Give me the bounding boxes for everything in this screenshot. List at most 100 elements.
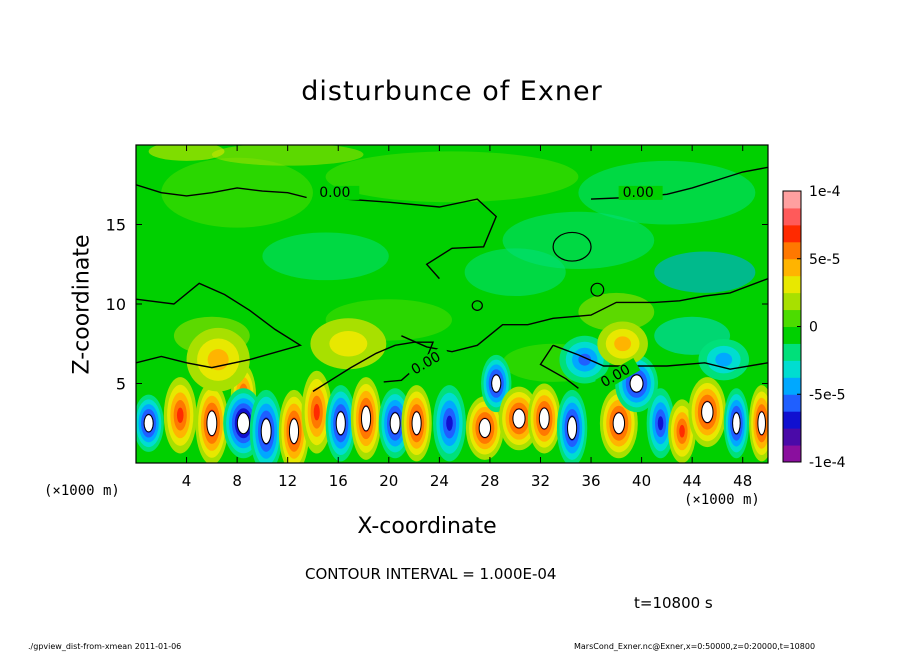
colorbar-swatch [783,309,801,327]
x-unit-label-right: (×1000 m) [684,492,760,508]
y-tick-label: 15 [106,216,126,235]
out-of-range-cell [538,407,550,430]
colorbar-swatch [783,411,801,429]
perturbation-cell-band [679,424,685,438]
out-of-range-cell [732,412,741,435]
perturbation-cell-band [176,407,184,423]
chart-title: disturbunce of Exner [301,76,603,107]
x-tick-label: 44 [683,472,702,490]
out-of-range-cell [389,412,401,435]
out-of-range-cell [260,418,272,445]
colorbar-swatch [783,428,801,446]
x-tick-label: 48 [733,472,752,490]
out-of-range-cell [236,412,251,435]
colorbar-tick-label: -1e-4 [809,455,846,471]
contour-label-bg [405,345,451,380]
out-of-range-cell [411,411,422,436]
x-tick-label: 36 [581,472,600,490]
out-of-range-cell [478,417,492,439]
perturbation-cell-band [329,331,368,357]
contour-line [552,231,592,262]
x-tick-label: 24 [430,472,449,490]
contour-label: 0.00 [319,185,350,201]
x-tick-label: 28 [480,472,499,490]
footer-right: MarsCond_Exner.nc@Exner,x=0:50000,z=0:20… [574,642,816,651]
colorbar: 1e-4 5e-5 0 -5e-5 -1e-4 [782,184,846,471]
x-axis-label: X-coordinate [357,514,497,539]
colorbar-swatch [783,258,801,277]
field-texture-blob [325,151,579,203]
field-texture-blob [161,157,313,228]
y-axis: 5 10 15 [106,216,768,394]
contour-line [590,282,605,297]
contour-labels: 0.00 0.000.00 0.00 [315,185,663,393]
out-of-range-cell [491,374,502,393]
perturbation-cell-band [446,415,453,431]
colorbar-swatch [783,292,801,311]
contour-line [136,184,307,199]
plot-area: 0.00 0.000.00 0.00 [136,145,768,463]
colorbar-swatch [783,326,801,344]
x-axis: 4 8 12 16 20 24 28 32 36 40 44 48 [182,145,752,490]
out-of-range-cell [335,411,346,436]
x-tick-label: 40 [632,472,651,490]
contour-label-bg [595,358,641,393]
out-of-range-cell [629,374,644,393]
perturbation-cell-band [614,336,632,352]
x-tick-label: 12 [278,472,297,490]
colorbar-swatch [783,241,801,260]
perturbation-cell-band [657,416,664,431]
field-texture-blob [148,145,225,161]
out-of-range-cell [757,411,766,436]
perturbation-cell-band [715,352,733,367]
contour-label-bg [618,185,663,200]
field-texture-blob [211,145,364,166]
colorbar-tick-label: 5e-5 [809,252,840,268]
x-unit-label-left: (×1000 m) [44,483,120,499]
contour-label-bg [315,185,360,200]
out-of-range-cell [701,401,714,424]
contour-interval-text: CONTOUR INTERVAL = 1.000E-04 [305,565,557,583]
contour-line [401,277,768,353]
colorbar-swatch [783,275,801,294]
colorbar-swatch [783,394,801,412]
out-of-range-cell [612,412,626,435]
x-tick-label: 16 [329,472,348,490]
contour-label: 0.00 [623,185,654,201]
out-of-range-cell [143,414,154,433]
out-of-range-cell [206,410,218,437]
colorbar-swatch [783,360,801,378]
x-tick-label: 4 [182,472,192,490]
perturbation-cells [136,318,768,463]
colorbar-swatch [783,343,801,361]
perturbation-cell-band [313,403,320,421]
contour-line [539,344,579,389]
field-texture-blob [654,251,756,293]
colorbar-swatch [783,191,801,209]
out-of-range-cell [288,418,300,445]
field-texture-blob [578,160,756,225]
field-texture-blob [464,248,566,297]
y-tick-label: 10 [106,295,126,314]
out-of-range-cell [567,416,578,440]
field-texture-blob [262,232,389,281]
contour-line [552,344,768,370]
contour-line [136,282,303,369]
colorbar-swatch [783,224,801,243]
out-of-range-cell [360,405,372,432]
colorbar-tick-label: 1e-4 [809,184,841,200]
y-tick-label: 5 [116,375,126,394]
colorbar-swatch [783,377,801,395]
contour-line [471,300,483,311]
x-tick-label: 8 [232,472,242,490]
footer-left: ./gpview_dist-from-xmean 2011-01-06 [28,642,182,651]
x-tick-label: 20 [379,472,398,490]
out-of-range-cell [512,408,526,429]
contour-line [344,198,498,280]
time-label: t=10800 s [634,594,713,612]
colorbar-tick-label: 0 [809,320,818,336]
colorbar-swatch [783,207,801,226]
x-tick-label: 32 [531,472,550,490]
colorbar-tick-label: -5e-5 [809,387,846,403]
